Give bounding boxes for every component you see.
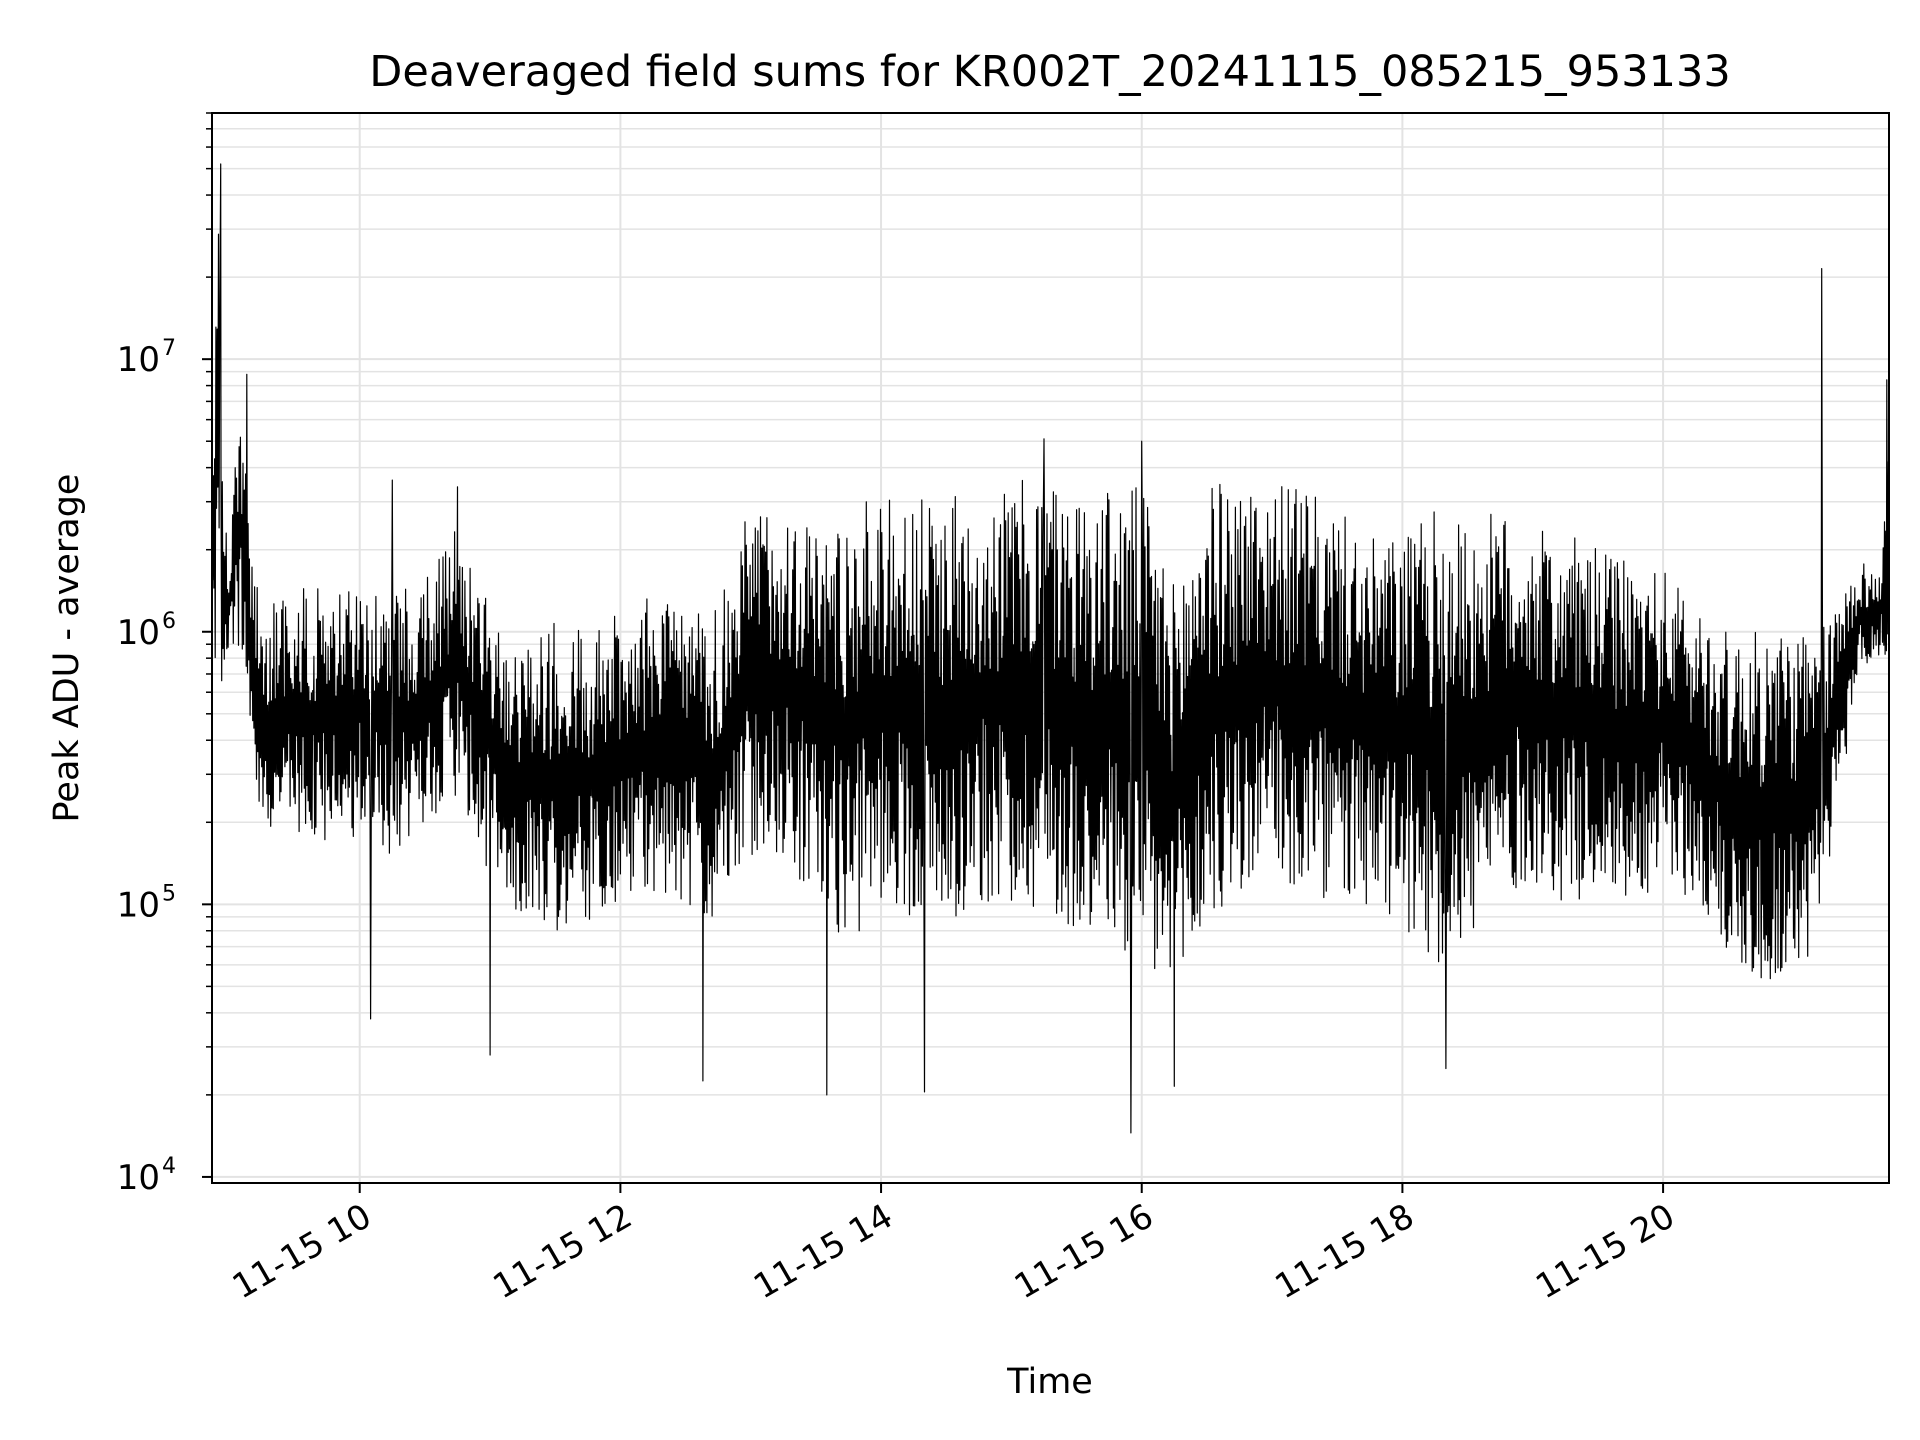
- y-tick-exponent: 6: [162, 609, 176, 634]
- y-tick-label: 10: [117, 340, 160, 380]
- y-tick-exponent: 7: [162, 336, 176, 361]
- data-line: [212, 163, 1889, 1134]
- x-axis-label: Time: [1006, 1362, 1093, 1402]
- y-tick-label: 10: [117, 1158, 160, 1198]
- y-tick-label: 10: [117, 613, 160, 653]
- y-tick-exponent: 4: [162, 1154, 176, 1179]
- y-axis-label: Peak ADU - average: [47, 474, 87, 823]
- axes-frame: [211, 112, 1890, 1184]
- y-tick-exponent: 5: [162, 881, 176, 906]
- series-line: [212, 163, 1889, 1134]
- chart-title: Deaveraged field sums for KR002T_2024111…: [369, 47, 1731, 97]
- y-tick-label: 10: [117, 885, 160, 925]
